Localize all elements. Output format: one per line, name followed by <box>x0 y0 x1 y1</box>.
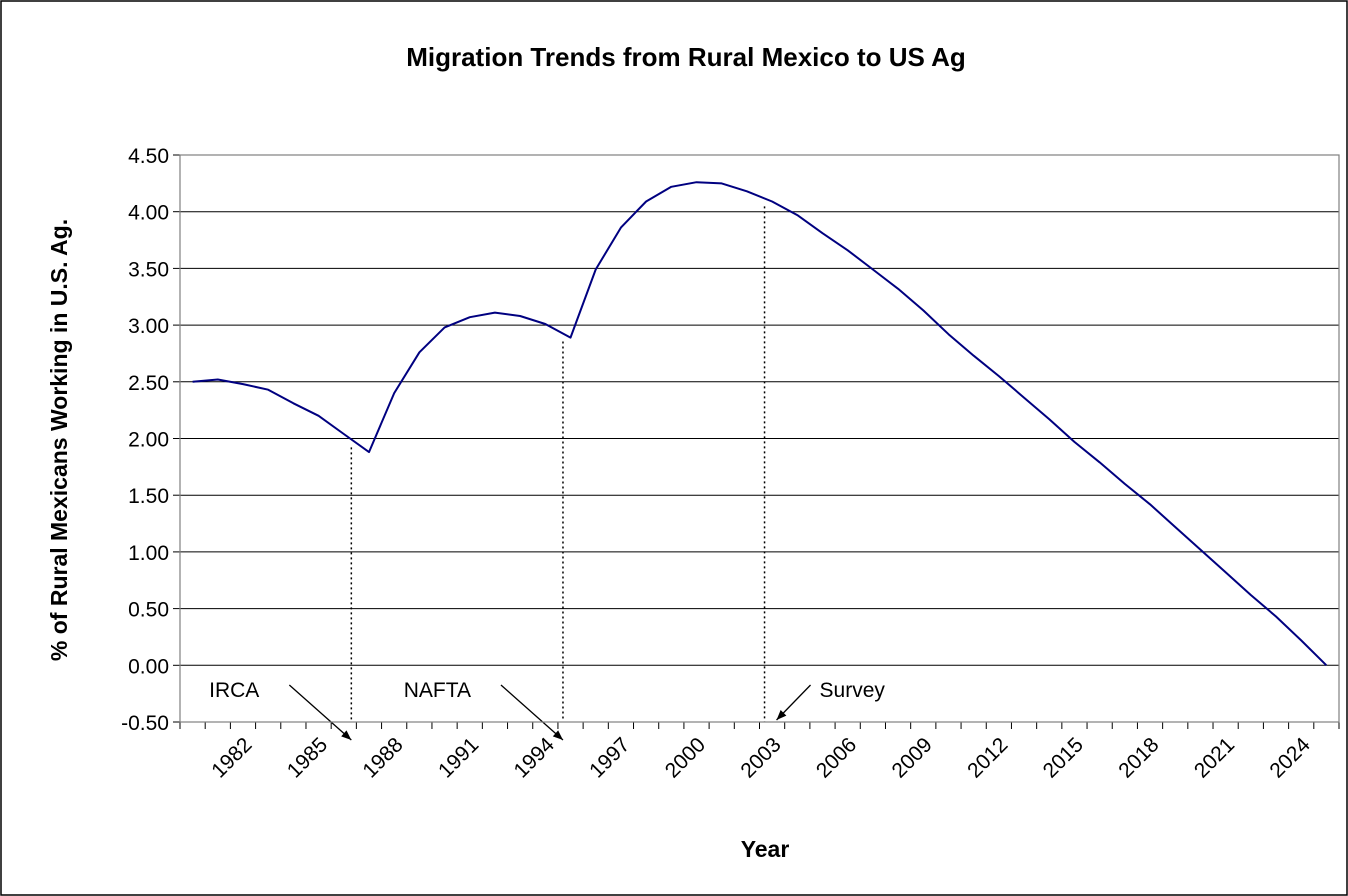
annotation-arrowhead <box>776 710 787 720</box>
chart-title: Migration Trends from Rural Mexico to US… <box>406 42 966 72</box>
x-axis-title: Year <box>741 836 790 862</box>
plot-area-frame <box>179 154 1340 723</box>
annotation-label: NAFTA <box>404 679 471 702</box>
series-layer <box>192 181 1328 667</box>
y-tick-label: 3.00 <box>128 315 169 338</box>
y-tick-label: 4.50 <box>128 145 169 168</box>
annotations: IRCA NAFTA Survey <box>209 679 886 741</box>
reference-lines <box>350 206 766 722</box>
y-tick-label: -0.50 <box>121 712 169 735</box>
y-tick-label: 4.00 <box>128 202 169 225</box>
annotation-label: IRCA <box>209 679 259 702</box>
annotation-arrow <box>288 684 352 741</box>
annotation-arrowhead <box>552 730 563 740</box>
annotation-arrow <box>500 684 564 741</box>
annotation-label: Survey <box>820 679 886 702</box>
y-tick-label: 1.50 <box>128 485 169 508</box>
y-tick-label: 0.50 <box>128 599 169 622</box>
series-line <box>192 181 1328 667</box>
annotation-arrowhead <box>341 730 352 740</box>
y-tick-label: 3.50 <box>128 258 169 281</box>
y-tick-label: 0.00 <box>128 655 169 678</box>
y-axis-title: % of Rural Mexicans Working in U.S. Ag. <box>46 219 72 661</box>
y-axis-ticks: -0.50 0.00 0.50 1.00 1.50 2.00 2.50 3.00 3.50 4.0… <box>121 145 180 735</box>
y-tick-label: 2.50 <box>128 372 169 395</box>
y-tick-label: 2.00 <box>128 429 169 452</box>
y-tick-label: 1.00 <box>128 542 169 565</box>
